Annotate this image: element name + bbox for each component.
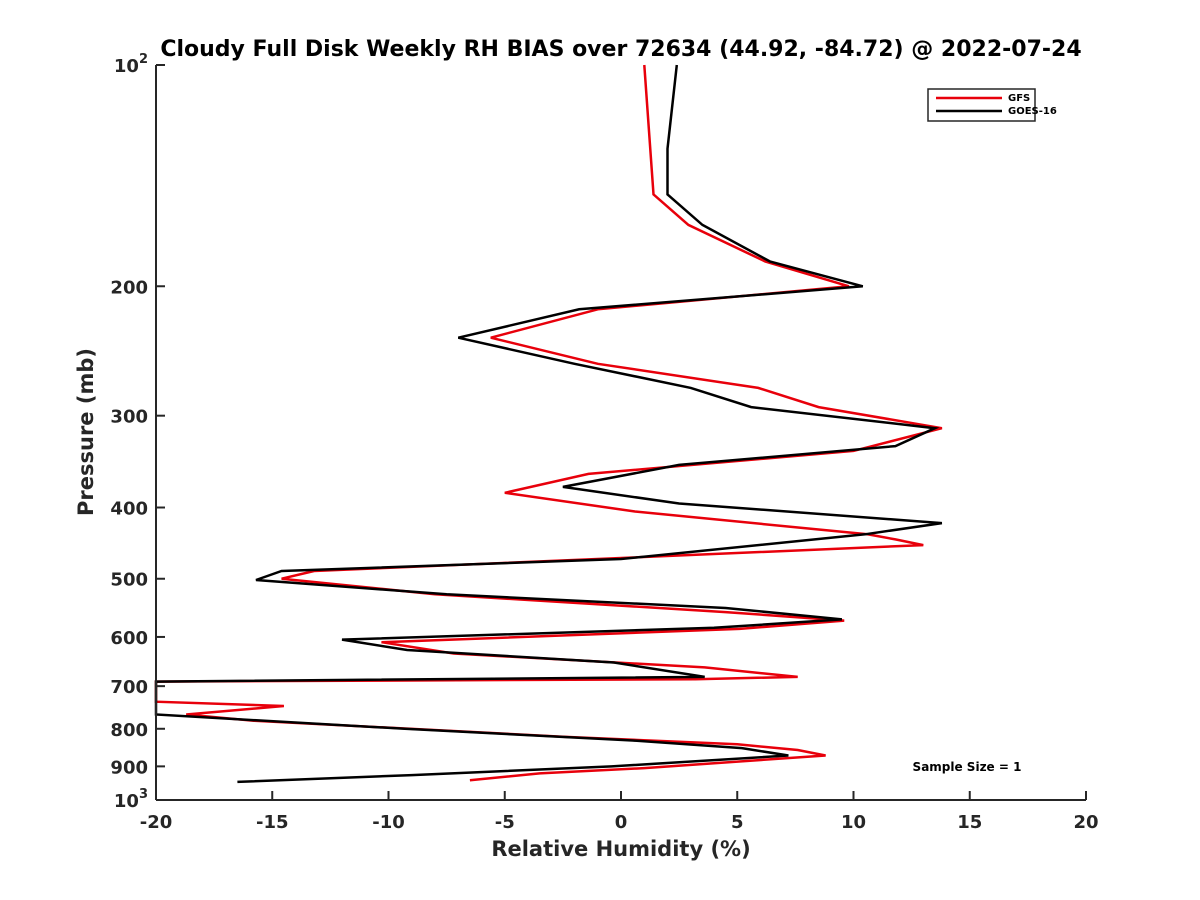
x-tick-label: 10	[841, 812, 866, 833]
y-tick-label: 300	[110, 407, 148, 428]
y-tick-label: 400	[110, 499, 148, 520]
x-axis-label: Relative Humidity (%)	[491, 837, 750, 861]
y-tick-label: 800	[110, 720, 148, 741]
y-ticks: 102 200 300 400 500 600 700 800 900 103	[110, 52, 165, 812]
x-tick-label: 0	[615, 812, 628, 833]
x-tick-label: 15	[957, 812, 982, 833]
series-line-gfs	[154, 64, 943, 782]
y-tick-label: 200	[110, 277, 148, 298]
x-tick-label: -15	[256, 812, 289, 833]
y-tick-label: 103	[114, 787, 148, 812]
series-line-goes16	[154, 64, 943, 784]
y-tick-label: 500	[110, 570, 148, 591]
legend-box	[927, 88, 1036, 122]
legend-label-gfs: GFS	[1008, 93, 1030, 104]
legend: GFS GOES-16	[927, 88, 1057, 122]
y-tick-label: 600	[110, 628, 148, 649]
legend-label-goes16: GOES-16	[1008, 106, 1057, 117]
x-tick-label: 5	[731, 812, 744, 833]
x-tick-label: 20	[1073, 812, 1098, 833]
y-tick-label: 700	[110, 677, 148, 698]
y-tick-label: 102	[114, 52, 148, 77]
axes	[155, 65, 1086, 801]
x-tick-label: -20	[140, 812, 173, 833]
sample-size-annotation: Sample Size = 1	[913, 760, 1022, 774]
y-tick-label: 900	[110, 757, 148, 778]
x-tick-label: -5	[495, 812, 515, 833]
chart-title: Cloudy Full Disk Weekly RH BIAS over 726…	[160, 37, 1081, 62]
y-axis-label: Pressure (mb)	[74, 348, 98, 516]
x-tick-label: -10	[372, 812, 405, 833]
plot-area	[154, 64, 943, 784]
x-ticks: -20 -15 -10 -5 0 5 10 15 20	[140, 791, 1099, 833]
